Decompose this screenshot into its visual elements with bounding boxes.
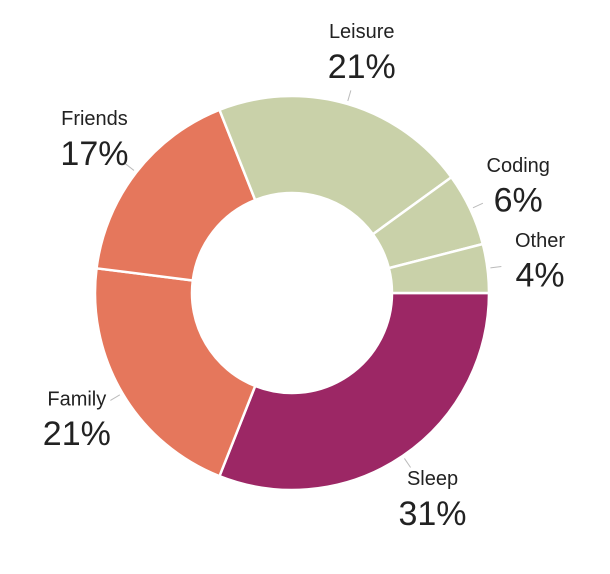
segment-value-label: 31% — [398, 495, 466, 533]
donut-segment — [217, 291, 491, 492]
segment-label: Leisure — [329, 21, 395, 43]
leader-line — [472, 202, 484, 209]
segment-label: Other — [515, 230, 565, 252]
segment-label: Coding — [487, 155, 550, 177]
donut-segment — [217, 94, 454, 236]
leader-line — [110, 394, 121, 401]
leader-line — [347, 90, 352, 102]
segment-label: Sleep — [407, 468, 458, 490]
donut-segment — [95, 108, 257, 282]
leader-line — [404, 458, 412, 468]
segment-value-label: 21% — [43, 415, 111, 453]
leader-line — [490, 266, 502, 269]
segment-value-label: 4% — [515, 257, 564, 295]
donut-segment — [93, 266, 257, 478]
segment-label: Family — [47, 389, 106, 411]
segment-value-label: 21% — [328, 48, 396, 86]
segment-value-label: 17% — [60, 135, 128, 173]
leader-line — [124, 163, 135, 171]
segment-label: Friends — [61, 108, 128, 130]
segment-value-label: 6% — [494, 182, 543, 220]
donut-segment — [387, 242, 491, 295]
